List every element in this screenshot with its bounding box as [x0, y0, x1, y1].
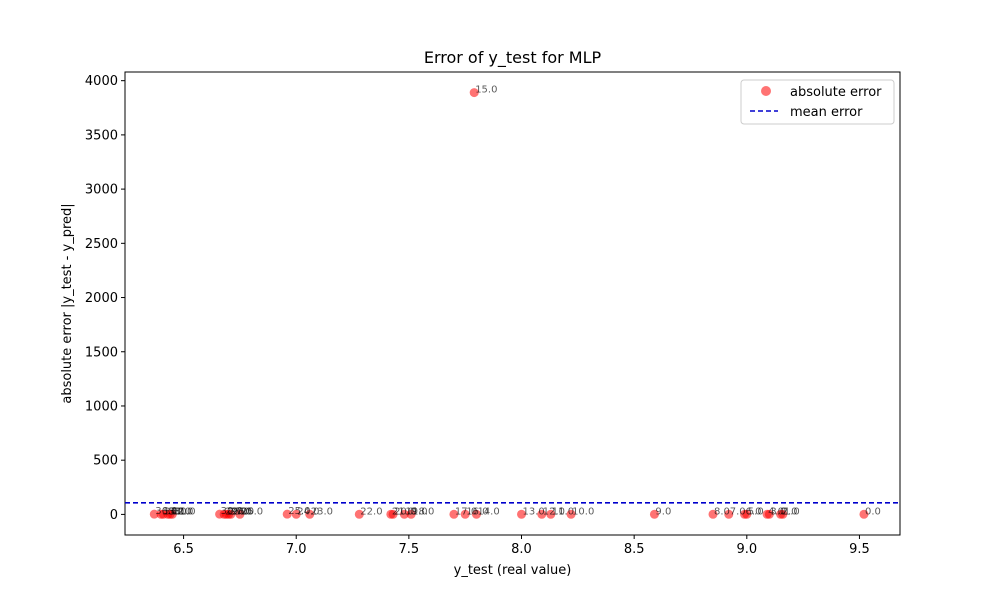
- data-point-label: 31.0: [173, 506, 195, 517]
- data-point-label: 13.0: [523, 506, 545, 517]
- data-point-label: 33.0: [169, 506, 191, 517]
- x-tick-label: 8.5: [624, 542, 645, 557]
- point-labels-layer: 36.035.034.033.032.031.0 30.029.028.027.0…: [155, 85, 881, 518]
- data-point: [399, 509, 409, 519]
- points-layer: [149, 88, 869, 519]
- legend-marker-absolute-error: [761, 86, 771, 96]
- data-point: [778, 509, 788, 519]
- data-point: [517, 509, 527, 519]
- data-point-label: 21.0: [392, 506, 414, 517]
- data-point: [354, 509, 364, 519]
- data-point-label: 32.0: [171, 506, 193, 517]
- data-point: [449, 509, 459, 519]
- data-point: [460, 509, 470, 519]
- data-point: [235, 509, 245, 519]
- data-point-label: 16.0: [466, 506, 488, 517]
- data-point-label: 5.0: [748, 506, 764, 517]
- data-point: [167, 509, 177, 519]
- data-point: [724, 509, 734, 519]
- x-tick-label: 9.0: [736, 542, 757, 557]
- data-point: [708, 509, 718, 519]
- y-axis-label: absolute error |y_test - y_pred|: [60, 203, 75, 403]
- y-tick-label: 3000: [85, 183, 118, 198]
- data-point: [282, 509, 292, 519]
- data-point-label: 28.0: [227, 506, 249, 517]
- data-point: [566, 509, 576, 519]
- y-tick-label: 2500: [85, 237, 118, 252]
- data-point-label: 27.0: [230, 506, 252, 517]
- legend-label-mean-error: mean error: [790, 105, 863, 120]
- x-tick-label: 8.0: [511, 542, 532, 557]
- data-point-label: 18.0: [412, 506, 434, 517]
- data-point-label: 12.0: [543, 506, 565, 517]
- data-point: [406, 509, 416, 519]
- data-point-label: 10.0: [572, 506, 594, 517]
- y-tick-label: 500: [93, 454, 118, 469]
- data-point: [764, 509, 774, 519]
- data-point: [742, 509, 752, 519]
- data-point-label: 35.0: [162, 506, 184, 517]
- x-tick-label: 7.5: [399, 542, 420, 557]
- legend-box: [740, 79, 895, 125]
- data-point-label: 36.0: [155, 506, 177, 517]
- y-tick-label: 0: [110, 508, 118, 523]
- data-point-label: 26.0: [232, 506, 254, 517]
- data-point-label: 29.0: [225, 506, 247, 517]
- data-point-label: 17.0: [455, 506, 477, 517]
- data-point-label: 4.0: [768, 506, 784, 517]
- x-tick-label: 9.5: [849, 542, 870, 557]
- x-axis: 6.5 7.0 7.5 8.0 8.5 9.0 9.5: [173, 535, 870, 557]
- x-axis-label: y_test (real value): [454, 563, 572, 578]
- data-point-label: 7.0: [730, 506, 746, 517]
- data-point: [388, 509, 398, 519]
- y-tick-label: 3500: [85, 128, 118, 143]
- data-point-label: 11.0: [552, 506, 574, 517]
- y-axis: 0 500 1000 1500 2000 2500 3000 3500 4000: [85, 74, 125, 523]
- data-point-label: 22.0: [360, 506, 382, 517]
- data-point-label: 23.0: [311, 506, 333, 517]
- x-tick-label: 7.0: [286, 542, 307, 557]
- data-point-label: 8.0: [714, 506, 730, 517]
- data-point-label: 6.0: [746, 506, 762, 517]
- y-tick-label: 1500: [85, 345, 118, 360]
- data-point: [546, 509, 556, 519]
- y-tick-label: 1000: [85, 399, 118, 414]
- data-point-label: 0.0: [865, 506, 881, 517]
- chart-title: Error of y_test for MLP: [424, 48, 602, 68]
- data-point-label: 3.0: [770, 506, 786, 517]
- legend: absolute error mean error: [740, 79, 895, 125]
- data-point-label: 2.0: [782, 506, 798, 517]
- data-point-label: 14.0: [477, 506, 499, 517]
- data-point-label: 34.0: [164, 506, 186, 517]
- data-point-label: 20.0: [394, 506, 416, 517]
- data-point: [226, 509, 236, 519]
- data-point: [469, 88, 479, 98]
- data-point: [149, 509, 159, 519]
- y-tick-label: 2000: [85, 291, 118, 306]
- data-point: [537, 509, 547, 519]
- data-point-label: 1.0: [784, 506, 800, 517]
- data-point-label: 15.0: [475, 85, 497, 96]
- data-point-label: 30.0: [221, 506, 243, 517]
- data-point-label: 9.0: [655, 506, 671, 517]
- data-point: [471, 509, 481, 519]
- data-point: [859, 509, 869, 519]
- legend-label-absolute-error: absolute error: [790, 85, 882, 100]
- data-point: [305, 509, 315, 519]
- x-tick-label: 6.5: [173, 542, 194, 557]
- data-point-label: 19.0: [405, 506, 427, 517]
- data-point: [649, 509, 659, 519]
- data-point-label: 25.0: [241, 506, 263, 517]
- data-point-label: 25.0: [288, 506, 310, 517]
- plot-area: 36.035.034.033.032.031.0 30.029.028.027.0…: [124, 71, 901, 536]
- data-point-label: 24.0: [297, 506, 319, 517]
- y-tick-label: 4000: [85, 74, 118, 89]
- data-point: [291, 509, 301, 519]
- plot-frame: [124, 71, 901, 536]
